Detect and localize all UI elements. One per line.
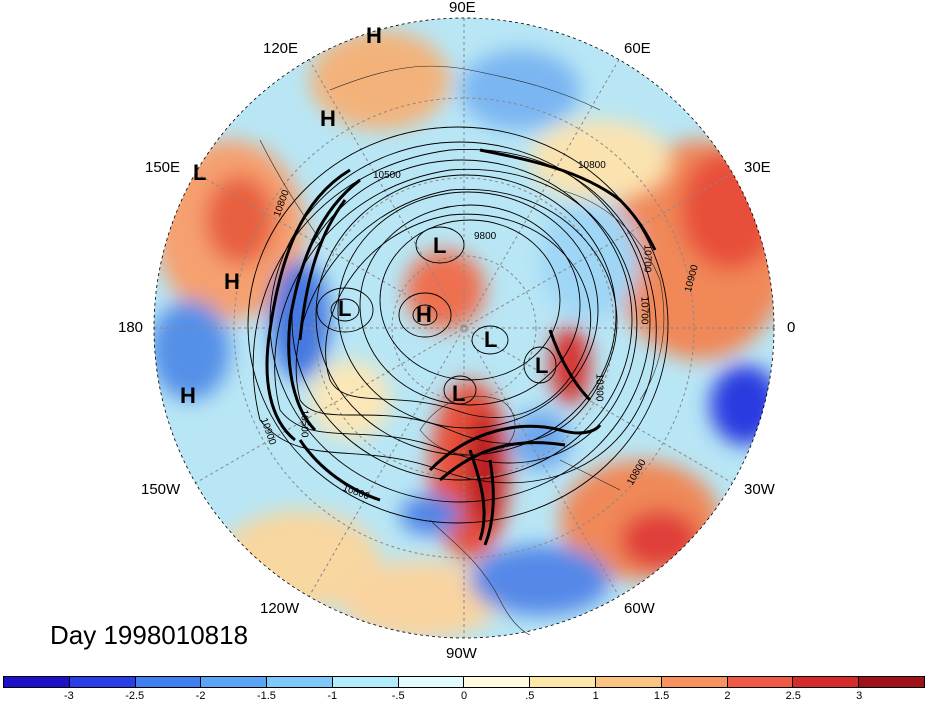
high-pressure-center: H	[320, 106, 336, 131]
colorbar-tick-label: -1.5	[256, 690, 276, 702]
colorbar-swatch	[267, 677, 333, 687]
coastlines	[259, 65, 665, 636]
contour-label: 10500	[373, 170, 401, 181]
lon-label-30e: 30E	[744, 159, 771, 176]
low-pressure-center: L	[433, 233, 447, 258]
colorbar-swatch	[201, 677, 268, 687]
colorbar	[3, 676, 925, 688]
colorbar-tick-label: 1.5	[653, 690, 670, 702]
colorbar-tick-label: .5	[525, 690, 535, 702]
colorbar-tick-label: 0	[460, 690, 468, 702]
graticule	[154, 18, 774, 638]
map-boundary	[153, 17, 775, 639]
contour-label: 10700	[638, 296, 650, 325]
high-pressure-center: H	[416, 302, 432, 327]
colorbar-swatch	[69, 677, 136, 687]
lon-label-180: 180	[118, 319, 144, 336]
colorbar-swatch	[596, 677, 662, 687]
lon-label-30w: 30W	[744, 481, 775, 498]
lon-label-150w: 150W	[141, 481, 181, 498]
colorbar-tick-label: 1	[592, 690, 599, 702]
colorbar-tick-label: 2	[724, 690, 731, 702]
colorbar-tick-label: 2.5	[785, 690, 801, 702]
contour-label: 9800	[474, 231, 497, 242]
low-pressure-center: L	[193, 160, 207, 185]
lon-label-120w: 120W	[260, 600, 300, 617]
colorbar-tick-label: 3	[856, 690, 863, 702]
lon-label-60w: 60W	[624, 600, 655, 617]
colorbar-tick-label: -.5	[391, 690, 405, 702]
high-pressure-center: H	[366, 23, 382, 48]
low-pressure-center: L	[484, 327, 498, 352]
contour-label: 10300	[593, 373, 605, 402]
contour-label: 10500	[298, 409, 310, 438]
map-title: Day 1998010818	[50, 620, 249, 650]
colorbar-swatch	[464, 677, 531, 687]
colorbar-swatch	[530, 677, 597, 687]
high-pressure-center: H	[180, 383, 196, 408]
colorbar-swatch	[4, 677, 70, 687]
colorbar-swatch	[332, 677, 399, 687]
low-pressure-center: L	[338, 296, 352, 321]
colorbar-tick-label: -3	[63, 690, 74, 702]
colorbar-swatch	[398, 677, 465, 687]
lon-label-120e: 120E	[263, 40, 299, 57]
high-pressure-center: H	[224, 269, 240, 294]
low-pressure-center: L	[452, 381, 466, 406]
low-pressure-center: L	[535, 353, 549, 378]
lon-label-150e: 150E	[145, 159, 181, 176]
colorbar-tick-label: -2.5	[125, 690, 145, 702]
geopotential-contours	[247, 126, 669, 524]
colorbar-swatch	[727, 677, 794, 687]
lon-label-90w: 90W	[446, 645, 477, 662]
contour-label: 10800	[578, 160, 606, 171]
lon-label-90e: 90E	[449, 0, 476, 16]
jet-stream-contours	[265, 148, 657, 546]
lon-label-60e: 60E	[624, 40, 651, 57]
anomaly-field	[154, 18, 774, 638]
colorbar-tick-label: -2	[195, 690, 206, 702]
colorbar-swatch	[661, 677, 728, 687]
colorbar-swatch	[793, 677, 860, 687]
lon-label-0: 0	[787, 319, 796, 336]
colorbar-swatch	[135, 677, 202, 687]
colorbar-tick-label: -1	[327, 690, 338, 702]
contour-label: 10700	[641, 244, 653, 273]
colorbar-swatch	[859, 677, 924, 687]
